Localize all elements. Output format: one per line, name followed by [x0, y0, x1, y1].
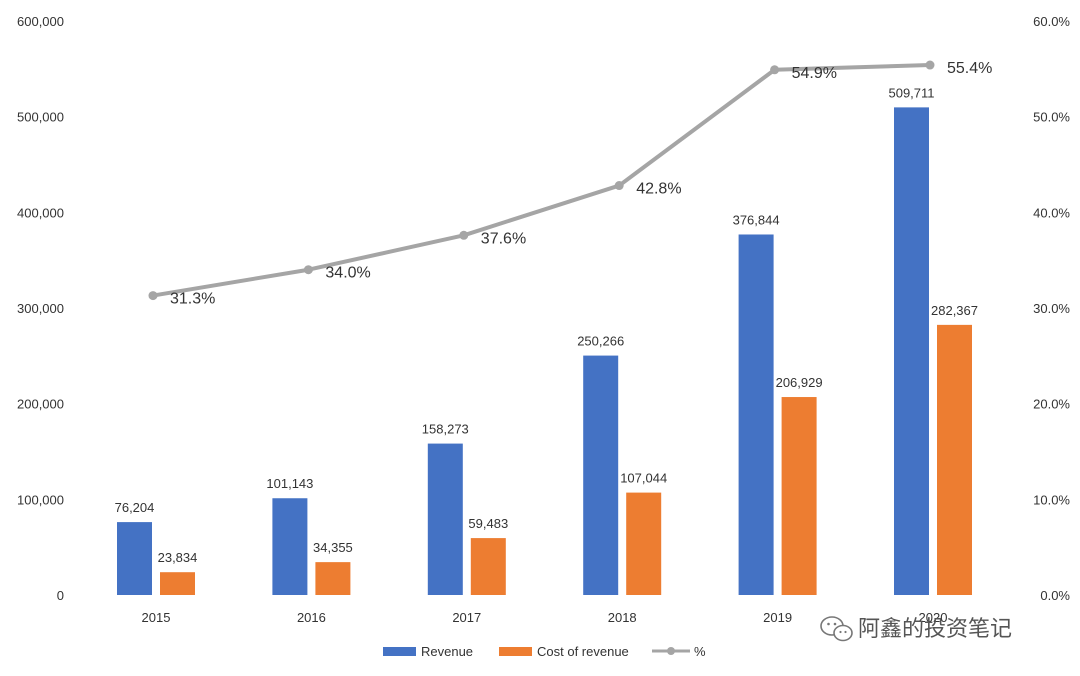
revenue-bar: [894, 107, 929, 596]
y-right-tick-label: 60.0%: [1033, 14, 1070, 29]
x-tick-label: 2015: [142, 610, 171, 625]
revenue-data-label: 376,844: [733, 212, 780, 227]
cost-of-revenue-bar: [470, 538, 506, 595]
legend: Revenue Cost of revenue%: [383, 644, 706, 659]
percent-point: [925, 60, 935, 70]
revenue-data-label: 101,143: [266, 476, 313, 491]
percent-point: [303, 265, 313, 275]
x-tick-label: 2018: [608, 610, 637, 625]
revenue-bar: [583, 355, 619, 595]
revenue-bar: [272, 498, 308, 595]
bars-group: 76,204 23,834 101,143 34,355 158,273 59,483 25…: [115, 85, 978, 596]
legend-swatch: [383, 647, 416, 656]
right-axis: 0.0% 10.0% 20.0% 30.0% 40.0% 50.0% 60.0%: [1033, 14, 1070, 603]
percent-data-label: 34.0%: [325, 265, 370, 282]
watermark-text: 阿鑫的投资笔记: [858, 617, 1012, 642]
y-right-tick-label: 50.0%: [1033, 110, 1070, 125]
percent-point: [770, 65, 780, 75]
legend-label: %: [694, 644, 706, 659]
y-right-tick-label: 30.0%: [1033, 301, 1070, 316]
cost-of-revenue-data-label: 34,355: [313, 540, 353, 555]
revenue-bar: [738, 234, 774, 595]
revenue-bar: [117, 522, 152, 595]
legend-swatch: [499, 647, 532, 656]
y-left-tick-label: 400,000: [17, 205, 64, 220]
cost-of-revenue-data-label: 206,929: [776, 375, 823, 390]
cost-of-revenue-bar: [781, 397, 817, 595]
revenue-data-label: 158,273: [422, 422, 469, 437]
cost-of-revenue-bar: [626, 492, 662, 595]
y-left-tick-label: 300,000: [17, 301, 64, 316]
x-tick-label: 2020: [919, 610, 948, 625]
percent-data-label: 54.9%: [792, 65, 837, 82]
percent-point: [614, 181, 624, 191]
legend-marker: [667, 647, 675, 655]
x-tick-label: 2016: [297, 610, 326, 625]
cost-of-revenue-data-label: 59,483: [468, 516, 508, 531]
cost-of-revenue-data-label: 107,044: [620, 471, 667, 486]
cost-of-revenue-data-label: 282,367: [931, 303, 978, 318]
cost-of-revenue-bar: [315, 562, 351, 595]
x-tick-label: 2019: [763, 610, 792, 625]
revenue-data-label: 76,204: [115, 500, 155, 515]
y-right-tick-label: 0.0%: [1040, 588, 1070, 603]
x-axis-labels: 2015 2016 2017 2018 2019 2020: [142, 610, 948, 625]
line-group: 31.3% 34.0% 37.6% 42.8% 54.9% 55.4%: [148, 60, 992, 308]
legend-label: Cost of revenue: [537, 644, 629, 659]
percent-line: [152, 63, 931, 298]
percent-point: [459, 230, 469, 240]
y-right-tick-label: 10.0%: [1033, 492, 1070, 507]
legend-label: Revenue: [421, 644, 473, 659]
wechat-icon: [820, 616, 853, 642]
percent-data-label: 42.8%: [636, 181, 681, 198]
percent-point: [148, 291, 158, 301]
percent-data-label: 37.6%: [481, 230, 526, 247]
left-axis: 0 100,000 200,000 300,000 400,000 500,000 600,…: [17, 14, 64, 603]
watermark: 阿鑫的投资笔记: [820, 616, 1012, 642]
cost-of-revenue-data-label: 23,834: [158, 550, 198, 565]
y-right-tick-label: 20.0%: [1033, 397, 1070, 412]
y-left-tick-label: 600,000: [17, 14, 64, 29]
revenue-bar: [427, 443, 463, 595]
cost-of-revenue-bar: [160, 572, 195, 595]
revenue-data-label: 250,266: [577, 334, 624, 349]
revenue-data-label: 509,711: [888, 85, 934, 100]
percent-data-label: 31.3%: [170, 291, 215, 308]
percent-data-label: 55.4%: [947, 60, 992, 77]
y-left-tick-label: 200,000: [17, 397, 64, 412]
cost-of-revenue-bar: [937, 324, 972, 595]
x-tick-label: 2017: [452, 610, 481, 625]
y-left-tick-label: 500,000: [17, 110, 64, 125]
y-left-tick-label: 0: [57, 588, 64, 603]
y-right-tick-label: 40.0%: [1033, 205, 1070, 220]
y-left-tick-label: 100,000: [17, 492, 64, 507]
